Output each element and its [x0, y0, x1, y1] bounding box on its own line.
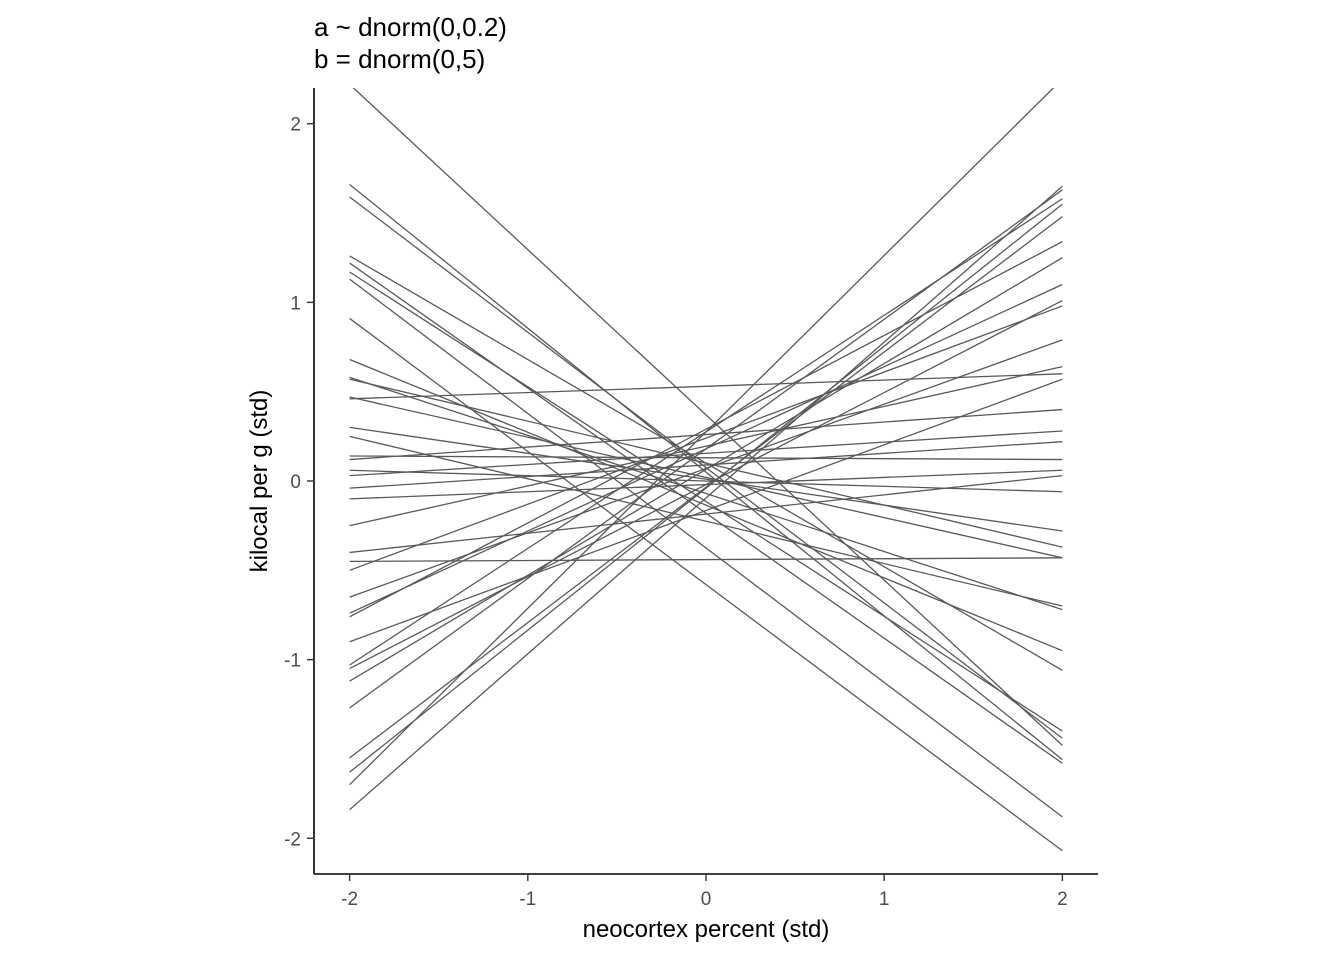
chart-title-line-1: a ~ dnorm(0,0.2): [314, 12, 507, 42]
prior-line-24: [349, 557, 1063, 563]
y-tick-label: 1: [290, 293, 301, 314]
prior-line-2: [349, 183, 1063, 761]
prior-line-22: [349, 366, 1063, 527]
prior-line-15: [349, 435, 1063, 607]
prior-line-23: [349, 474, 1063, 554]
prior-line-1: [352, 88, 1063, 746]
x-tick-label: 0: [701, 889, 712, 910]
x-tick-label: -1: [519, 889, 536, 910]
prior-line-11: [349, 378, 1063, 548]
axis-ticks: -2 -1 0 1 2 -2 -1 0 1 2: [284, 115, 1068, 910]
prior-line-29: [349, 378, 1063, 643]
prior-line-19: [349, 430, 1063, 477]
prior-line-35: [349, 203, 1063, 773]
prior-line-7: [349, 278, 1063, 818]
prior-line-37: [349, 185, 1063, 811]
prior-line-12: [349, 373, 1063, 400]
y-tick-label: -1: [284, 651, 301, 672]
x-tick-label: 2: [1057, 889, 1068, 910]
prior-line-3: [349, 196, 1063, 739]
x-axis-label: neocortex percent (std): [582, 916, 830, 943]
prior-line-32: [349, 257, 1063, 682]
prior-line-6: [349, 271, 1063, 732]
prior-line-28: [349, 241, 1063, 618]
chart-title-line-2: b = dnorm(0,5): [314, 44, 486, 74]
prior-line-17: [349, 408, 1063, 461]
y-tick-label: 0: [290, 472, 301, 493]
prior-line-20: [349, 441, 1063, 489]
prior-line-16: [349, 455, 1063, 461]
prior-line-14: [349, 426, 1063, 532]
prior-line-5: [349, 262, 1063, 764]
y-tick-label: 2: [290, 115, 301, 136]
prior-line-31: [349, 299, 1063, 670]
prior-line-13: [349, 396, 1063, 559]
y-tick-label: -2: [284, 829, 301, 850]
prior-line-25: [349, 305, 1063, 571]
y-axis-label: kilocal per g (std): [246, 389, 273, 573]
x-tick-label: -2: [341, 889, 358, 910]
x-tick-label: 1: [879, 889, 890, 910]
prior-line-9: [349, 358, 1063, 652]
prior-line-8: [349, 317, 1063, 852]
series-lines: [349, 88, 1063, 852]
prior-line-36: [349, 88, 1055, 786]
prior-line-33: [349, 189, 1063, 709]
prior-line-10: [349, 376, 1063, 611]
